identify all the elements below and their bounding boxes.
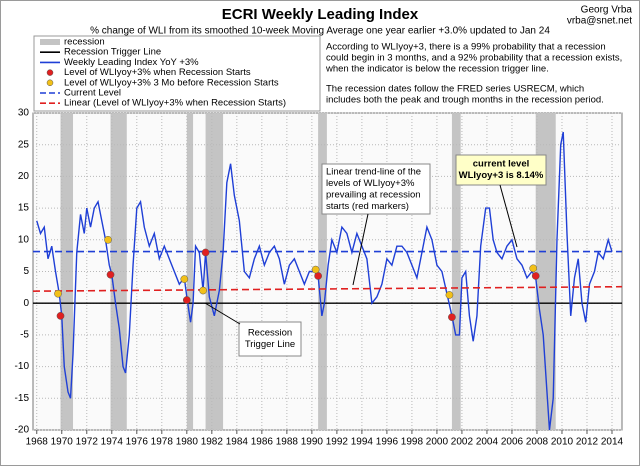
recession-band [318, 113, 327, 430]
legend-label: Level of WLIyoy+3% 3 Mo before Recession… [64, 77, 279, 88]
x-tick-label: 2012 [576, 437, 599, 448]
info-text: According to WLIyoy+3, there is a 99% pr… [326, 42, 606, 53]
annotation-text: current level [473, 159, 530, 170]
annotation-box [321, 163, 431, 215]
series-marker [180, 275, 189, 283]
author: Georg Vrba [581, 5, 633, 16]
legend-label: Current Level [64, 88, 121, 99]
x-tick-label: 1974 [101, 437, 124, 448]
series-marker [199, 286, 207, 295]
series-marker [311, 265, 320, 274]
x-tick-label: 2010 [551, 437, 574, 448]
annotation-text: levels of WLIyoy+3% [326, 178, 415, 189]
y-tick-label: 30 [18, 108, 30, 119]
y-tick-label: -15 [15, 393, 30, 404]
annotation-arrow [499, 184, 518, 248]
x-tick-label: 1990 [301, 437, 324, 448]
annotation-text: Trigger Line [245, 339, 295, 350]
legend-label: recession [64, 37, 105, 48]
x-tick-label: 1980 [176, 437, 199, 448]
annotation-box [238, 321, 302, 357]
series-marker [529, 264, 538, 273]
x-tick-label: 2000 [426, 437, 449, 448]
x-tick-label: 2006 [501, 437, 524, 448]
recession-band [110, 113, 127, 430]
y-tick-label: -5 [20, 330, 29, 341]
series-marker [56, 312, 65, 320]
y-tick-label: 25 [18, 139, 30, 150]
annotation-text: WLIyoy+3 is 8.14% [459, 170, 544, 181]
annotation-text: starts (red markers) [326, 201, 409, 212]
series-marker [445, 291, 454, 299]
series-marker [201, 248, 210, 257]
x-tick-label: 1970 [51, 437, 74, 448]
x-tick-label: 1994 [351, 437, 374, 448]
annotation-text: prevailing at recession [326, 190, 421, 201]
info-text: includes both the peak and trough months… [326, 95, 604, 106]
annotation-arrow [352, 213, 369, 286]
series-marker [448, 313, 456, 321]
y-tick-label: 20 [18, 171, 30, 182]
legend-swatch [46, 79, 54, 87]
legend-box [33, 35, 321, 112]
y-tick-label: 10 [18, 234, 30, 245]
y-tick-label: 5 [23, 266, 29, 277]
x-tick-label: 1986 [251, 437, 274, 448]
info-text: when the indicator is below the recessio… [325, 64, 549, 75]
x-tick-label: 2014 [601, 437, 624, 448]
chart-title: ECRI Weekly Leading Index [222, 6, 419, 23]
x-tick-label: 1976 [126, 437, 149, 448]
x-tick-label: 1998 [401, 437, 424, 448]
annotation-text: Recession [248, 328, 292, 339]
series-marker [54, 289, 62, 298]
y-tick-label: -20 [15, 425, 30, 436]
x-tick-label: 1968 [26, 437, 49, 448]
x-tick-label: 1972 [76, 437, 99, 448]
subtitle: % change of WLI from its smoothed 10-wee… [90, 26, 550, 37]
email: vrba@snet.net [567, 16, 632, 27]
legend-label: Recession Trigger Line [64, 47, 161, 58]
recession-band [535, 113, 556, 430]
x-tick-label: 1996 [376, 437, 399, 448]
info-text: could begin in 3 months, and a 92% proba… [326, 53, 622, 64]
x-tick-label: 1992 [326, 437, 349, 448]
legend-label: Linear (Level of WLIyoy+3% when Recessio… [64, 98, 286, 109]
info-text: The recession dates follow the FRED seri… [326, 84, 584, 95]
annotation-arrow [204, 302, 241, 325]
x-tick-label: 2008 [526, 437, 549, 448]
y-tick-label: 0 [23, 298, 29, 309]
legend-swatch [46, 69, 54, 76]
series-marker [531, 272, 540, 280]
annotation-text: Linear trend-line of the [326, 167, 421, 178]
annotation-box [455, 154, 547, 186]
recession-band [205, 113, 224, 430]
x-tick-label: 1984 [226, 437, 249, 448]
series-marker [104, 235, 112, 244]
x-tick-label: 1988 [276, 437, 299, 448]
y-tick-label: -10 [15, 361, 30, 372]
x-tick-label: 1978 [151, 437, 174, 448]
x-tick-label: 2004 [476, 437, 499, 448]
series-marker [182, 296, 191, 304]
x-tick-label: 2002 [451, 437, 474, 448]
legend-label: Level of WLIyoy+3% when Recession Starts [64, 67, 251, 78]
series-dashed-line [32, 285, 623, 292]
x-tick-label: 1982 [201, 437, 224, 448]
legend-label: Weekly Leading Index YoY +3% [64, 57, 199, 68]
y-tick-label: 15 [18, 203, 30, 214]
series-marker [106, 270, 115, 279]
